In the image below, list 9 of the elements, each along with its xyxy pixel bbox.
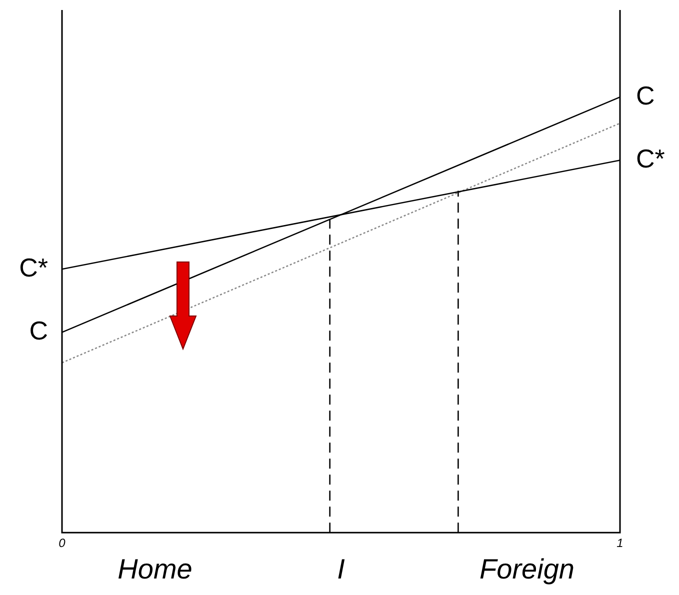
text: C: [636, 80, 655, 110]
x-tick-label: 1: [616, 536, 624, 550]
series-label: C*: [19, 252, 48, 282]
text: Foreign: [480, 553, 574, 584]
text: Home: [118, 553, 192, 584]
text: I: [337, 553, 346, 584]
text: C*: [636, 143, 665, 174]
series-label: C: [29, 315, 48, 346]
x-tick-label: 0: [58, 536, 66, 550]
